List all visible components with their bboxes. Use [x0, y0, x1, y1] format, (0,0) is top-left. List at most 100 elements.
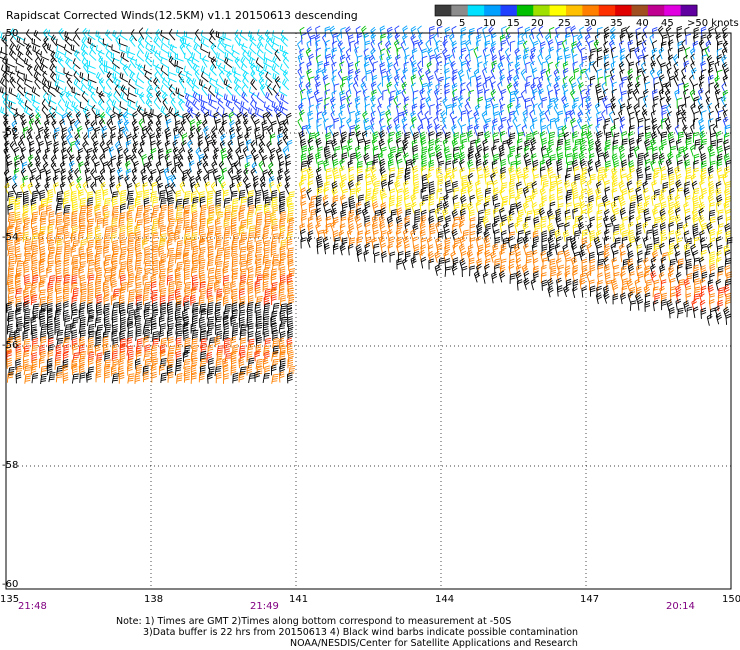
wind-barb — [46, 43, 56, 54]
wind-barb — [78, 266, 85, 278]
wind-barb — [315, 215, 323, 228]
wind-barb — [597, 264, 604, 276]
wind-barb — [339, 124, 345, 137]
wind-barb — [31, 38, 41, 48]
wind-barb — [619, 223, 626, 235]
wind-barb — [388, 236, 395, 248]
wind-barb — [643, 152, 650, 165]
wind-barb — [221, 153, 228, 166]
wind-barb — [459, 167, 465, 179]
wind-barb — [595, 194, 602, 207]
wind-barb — [247, 232, 255, 243]
wind-barb — [633, 103, 639, 116]
wind-barb — [570, 180, 578, 193]
wind-barb — [135, 267, 143, 279]
wind-barb — [445, 167, 452, 179]
wind-barb — [482, 216, 489, 229]
wind-barb — [700, 152, 707, 165]
wind-barb — [330, 54, 336, 67]
wind-barb — [80, 43, 89, 55]
wind-barb — [652, 26, 658, 39]
wind-barb — [428, 223, 435, 235]
wind-barb — [255, 204, 263, 215]
wind-barb — [90, 91, 97, 104]
wind-barb — [356, 33, 363, 45]
wind-barb — [272, 56, 280, 68]
wind-barb — [168, 39, 178, 49]
wind-barb — [232, 197, 239, 209]
wind-barb — [175, 190, 182, 202]
wind-barb — [47, 260, 54, 271]
wind-barb — [238, 224, 245, 236]
wind-barb — [109, 113, 116, 126]
wind-barb — [63, 274, 71, 285]
wind-barb — [40, 336, 47, 348]
wind-barb — [554, 243, 561, 256]
wind-barb — [717, 265, 724, 277]
wind-barb — [79, 253, 86, 264]
wind-barb — [279, 274, 286, 286]
wind-barb — [515, 167, 522, 180]
wind-barb — [419, 131, 426, 144]
wind-barb — [484, 54, 490, 66]
wind-barb — [515, 257, 522, 270]
wind-barb — [666, 123, 672, 136]
wind-barb — [288, 365, 296, 377]
wind-barb — [78, 344, 85, 356]
wind-barb — [667, 131, 674, 144]
wind-barb — [725, 299, 731, 311]
wind-barb — [176, 373, 183, 384]
wind-barb — [103, 239, 110, 250]
wind-barb — [46, 302, 53, 314]
wind-barb — [86, 191, 94, 203]
wind-barb — [499, 221, 506, 234]
wind-barb — [673, 53, 679, 67]
wind-barb — [530, 193, 536, 206]
wind-barb — [263, 52, 273, 62]
wind-barb — [489, 75, 495, 88]
wind-barb — [421, 146, 428, 158]
wind-barb — [41, 78, 50, 90]
wind-barb — [182, 198, 189, 209]
wind-barb — [33, 29, 42, 41]
wind-barb — [223, 246, 231, 258]
wind-barb — [364, 144, 370, 157]
wind-barb — [159, 190, 166, 201]
wind-barb — [6, 94, 16, 105]
wind-barb — [8, 196, 15, 208]
wind-barb — [118, 357, 124, 370]
wind-barb — [105, 29, 113, 42]
wind-barb — [675, 173, 682, 186]
wind-barb — [676, 237, 683, 250]
wind-barb — [721, 25, 728, 38]
wind-barb — [618, 109, 623, 122]
wind-barb — [581, 124, 588, 136]
wind-barb — [111, 196, 118, 208]
wind-barb — [245, 139, 252, 152]
wind-barb — [483, 165, 490, 178]
wind-barb — [102, 204, 109, 216]
wind-barb — [506, 74, 513, 87]
wind-barb — [19, 154, 26, 167]
wind-barb — [644, 158, 651, 171]
wind-barb — [597, 166, 605, 178]
wind-barb — [262, 372, 270, 383]
wind-barb — [271, 281, 278, 293]
wind-barb — [553, 82, 560, 95]
wind-barb — [357, 166, 363, 178]
wind-barb — [491, 221, 498, 234]
wind-barb — [581, 166, 588, 179]
wind-barb — [686, 306, 693, 318]
wind-barb — [314, 74, 320, 87]
wind-barb — [112, 302, 120, 313]
wind-barb — [16, 36, 25, 47]
wind-barb — [718, 223, 724, 235]
wind-barb — [184, 226, 192, 237]
wind-barb — [458, 221, 465, 234]
wind-barb — [191, 202, 197, 215]
wind-barb — [330, 221, 336, 234]
wind-barb — [574, 230, 581, 241]
wind-barb — [386, 54, 392, 67]
wind-barb — [71, 217, 78, 229]
wind-barb — [565, 278, 572, 291]
